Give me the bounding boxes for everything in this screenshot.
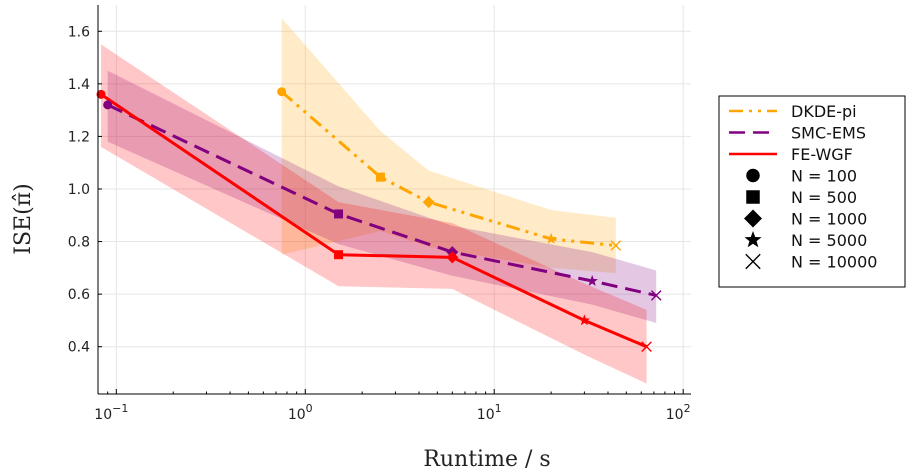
point-dkde-pi-circle xyxy=(277,87,287,97)
y-tick-label: 0.6 xyxy=(68,287,90,303)
legend: DKDE-pi SMC-EMS FE-WGF N = 100 N = 500 N = 10… xyxy=(718,95,906,288)
point-fe-wgf-star xyxy=(578,314,591,326)
band-smc-ems xyxy=(107,70,657,324)
point-smc-ems-square xyxy=(334,209,344,219)
legend-label: DKDE-pi xyxy=(791,102,857,121)
point-fe-wgf-x xyxy=(641,341,652,352)
point-dkde-pi-star xyxy=(545,232,557,244)
data-markers xyxy=(96,87,662,352)
x-stroke xyxy=(650,290,662,301)
legend-label: N = 1000 xyxy=(791,210,867,229)
legend-marker-circle xyxy=(746,168,760,183)
grid xyxy=(98,5,691,394)
legend-label: SMC-EMS xyxy=(791,124,866,143)
point-smc-ems-star xyxy=(586,274,598,286)
y-tick-label: 1.0 xyxy=(68,182,90,198)
x-stroke xyxy=(610,240,622,251)
legend-marker-square xyxy=(746,190,760,204)
x-stroke xyxy=(641,341,652,352)
x-tick-label: 100 xyxy=(288,402,313,423)
legend-marker-diamond xyxy=(744,209,762,228)
legend-marker-x xyxy=(745,253,761,270)
legend-marker-star xyxy=(744,231,762,248)
confidence-bands xyxy=(101,18,657,384)
point-dkde-pi-square xyxy=(375,172,385,182)
point-fe-wgf-diamond xyxy=(446,251,459,264)
point-dkde-pi-diamond xyxy=(422,196,435,209)
x-axis-label: Runtime / s xyxy=(423,447,550,472)
y-tick-label: 0.8 xyxy=(68,235,90,251)
x-stroke xyxy=(745,253,761,270)
line-dkde-pi xyxy=(280,90,616,247)
y-tick-label: 1.6 xyxy=(68,24,90,40)
x-tick-label: 10−1 xyxy=(94,402,128,423)
legend-label: N = 500 xyxy=(791,188,857,207)
point-smc-ems-x xyxy=(650,290,662,301)
x-tick-label: 102 xyxy=(666,402,691,423)
legend-label: N = 10000 xyxy=(791,253,877,272)
y-tick-label: 1.4 xyxy=(68,77,90,93)
band-dkde-pi xyxy=(281,18,616,274)
point-smc-ems-circle xyxy=(103,100,113,110)
point-fe-wgf-circle xyxy=(96,89,106,99)
legend-label: N = 100 xyxy=(791,167,857,186)
point-dkde-pi-x xyxy=(610,240,622,251)
y-tick-label: 1.2 xyxy=(68,129,90,145)
legend-label: FE-WGF xyxy=(791,145,853,164)
point-fe-wgf-square xyxy=(334,250,344,260)
band-fe-wgf xyxy=(101,44,647,384)
legend-label: N = 5000 xyxy=(791,231,867,250)
x-tick-label: 101 xyxy=(477,402,502,423)
y-axis-label: ISE(π̂) xyxy=(11,183,36,254)
axes xyxy=(97,5,691,395)
y-tick-label: 0.4 xyxy=(68,340,90,356)
